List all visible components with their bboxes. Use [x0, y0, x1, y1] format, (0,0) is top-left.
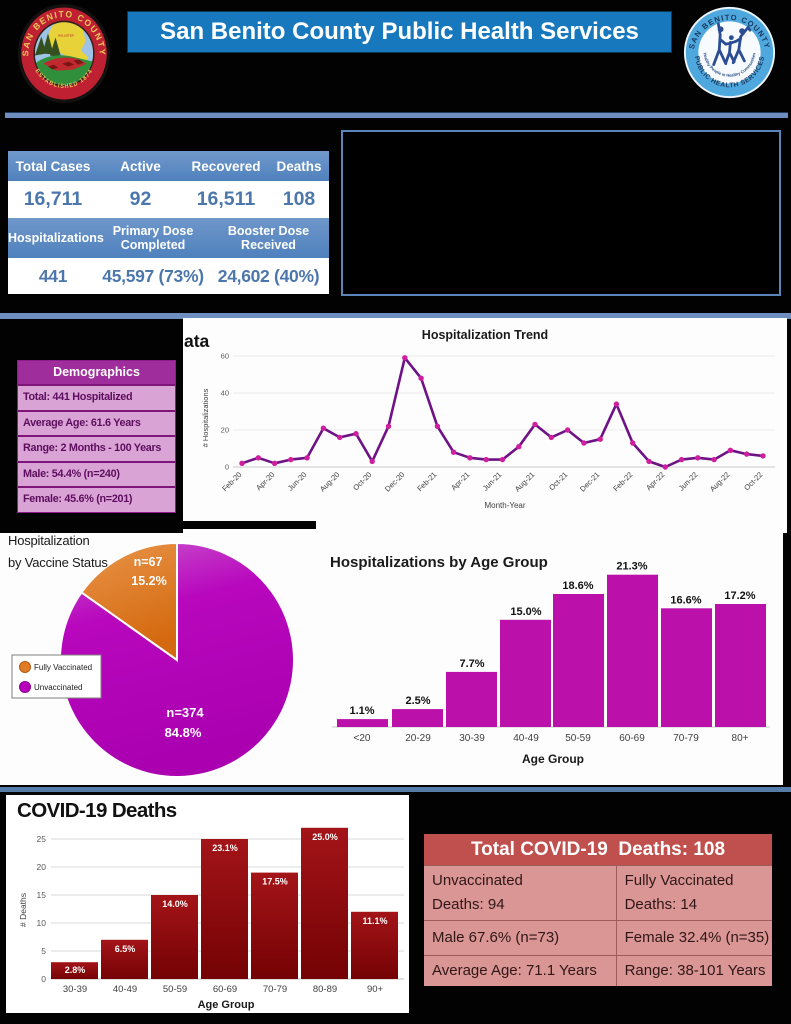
svg-text:Fully Vaccinated: Fully Vaccinated: [34, 663, 92, 672]
svg-text:17.5%: 17.5%: [262, 877, 288, 887]
svg-text:Jun-20: Jun-20: [286, 470, 309, 493]
svg-text:0: 0: [41, 974, 46, 984]
svg-text:Month-Year: Month-Year: [484, 501, 525, 510]
svg-text:11.1%: 11.1%: [362, 916, 387, 926]
svg-text:Aug-21: Aug-21: [513, 470, 536, 493]
svg-text:n=67: n=67: [134, 555, 163, 569]
svg-text:50-59: 50-59: [163, 984, 187, 995]
svg-text:15.2%: 15.2%: [131, 574, 166, 588]
svg-text:25: 25: [37, 834, 47, 844]
svg-text:Hospitalization Trend: Hospitalization Trend: [422, 328, 548, 342]
svg-text:1.1%: 1.1%: [349, 705, 374, 717]
svg-text:18.6%: 18.6%: [562, 580, 593, 592]
svg-text:50-59: 50-59: [565, 733, 591, 744]
svg-text:Feb-21: Feb-21: [415, 470, 438, 493]
svg-text:Apr-20: Apr-20: [254, 470, 276, 492]
svg-text:2.8%: 2.8%: [65, 965, 86, 975]
svg-text:n=374: n=374: [166, 705, 204, 720]
svg-text:6.5%: 6.5%: [115, 944, 136, 954]
svg-text:70-79: 70-79: [673, 733, 699, 744]
svg-text:70-79: 70-79: [263, 984, 287, 995]
svg-text:Dec-20: Dec-20: [383, 470, 406, 493]
svg-text:# Hospitalizations: # Hospitalizations: [201, 388, 210, 447]
svg-text:21.3%: 21.3%: [616, 561, 647, 573]
svg-text:Age Group: Age Group: [522, 752, 584, 766]
svg-text:Feb-20: Feb-20: [220, 470, 243, 493]
svg-text:0: 0: [225, 463, 229, 472]
svg-text:90+: 90+: [367, 984, 384, 995]
svg-text:Hospitalizations by Age Group: Hospitalizations by Age Group: [330, 554, 548, 571]
svg-text:80-89: 80-89: [313, 984, 337, 995]
svg-text:7.7%: 7.7%: [459, 658, 484, 670]
svg-text:30-39: 30-39: [63, 984, 87, 995]
svg-text:20: 20: [37, 862, 47, 872]
svg-text:25.0%: 25.0%: [312, 832, 338, 842]
svg-text:60-69: 60-69: [619, 733, 645, 744]
svg-text:30-39: 30-39: [459, 733, 485, 744]
svg-text:20-29: 20-29: [405, 733, 431, 744]
svg-text:# Deaths: # Deaths: [18, 893, 28, 927]
svg-text:Oct-22: Oct-22: [742, 470, 764, 492]
svg-text:60-69: 60-69: [213, 984, 237, 995]
svg-text:Dec-21: Dec-21: [578, 470, 601, 493]
svg-text:16.6%: 16.6%: [670, 594, 701, 606]
svg-text:15.0%: 15.0%: [510, 606, 541, 618]
svg-text:Oct-20: Oct-20: [351, 470, 373, 492]
svg-text:Oct-21: Oct-21: [547, 470, 569, 492]
svg-text:Aug-22: Aug-22: [708, 470, 731, 493]
svg-text:10: 10: [37, 918, 47, 928]
svg-text:40-49: 40-49: [113, 984, 137, 995]
svg-text:40-49: 40-49: [513, 733, 539, 744]
svg-text:23.1%: 23.1%: [212, 843, 238, 853]
svg-text:HOLLISTER: HOLLISTER: [58, 33, 74, 37]
svg-text:20: 20: [221, 426, 229, 435]
svg-text:Age Group: Age Group: [198, 999, 255, 1011]
svg-text:17.2%: 17.2%: [724, 590, 755, 602]
svg-text:Aug-20: Aug-20: [318, 470, 341, 493]
svg-text:Hospitalization: Hospitalization: [8, 533, 90, 548]
svg-text:Jun-22: Jun-22: [677, 470, 700, 493]
svg-text:Unvaccinated: Unvaccinated: [34, 683, 82, 692]
svg-text:14.0%: 14.0%: [162, 899, 188, 909]
svg-text:40: 40: [221, 389, 229, 398]
svg-text:15: 15: [37, 890, 47, 900]
svg-text:<20: <20: [354, 733, 371, 744]
svg-text:by Vaccine Status: by Vaccine Status: [8, 555, 108, 570]
svg-text:2.5%: 2.5%: [405, 695, 430, 707]
svg-text:5: 5: [41, 946, 46, 956]
svg-text:80+: 80+: [732, 733, 749, 744]
svg-text:Feb-22: Feb-22: [611, 470, 634, 493]
svg-text:60: 60: [221, 352, 229, 361]
svg-text:Apr-21: Apr-21: [449, 470, 471, 492]
svg-text:Jun-21: Jun-21: [481, 470, 504, 493]
svg-text:84.8%: 84.8%: [165, 725, 202, 740]
svg-text:Apr-22: Apr-22: [644, 470, 666, 492]
svg-text:ata: ata: [184, 331, 210, 351]
